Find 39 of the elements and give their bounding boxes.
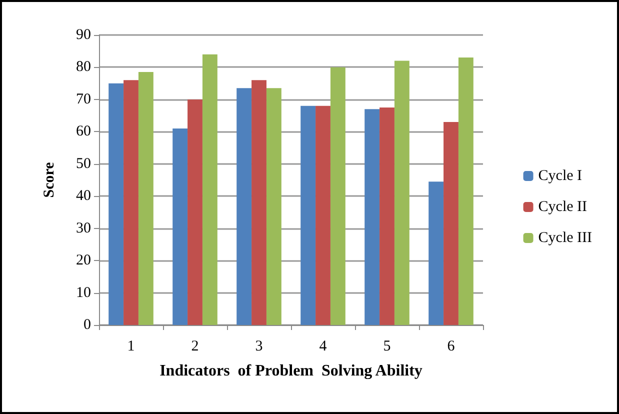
y-tick-label: 70	[76, 91, 91, 108]
bar	[202, 54, 218, 325]
bar	[428, 182, 444, 325]
legend-label: Cycle I	[538, 168, 582, 184]
legend-label: Cycle II	[538, 199, 588, 215]
legend-label: Cycle III	[538, 230, 592, 246]
bar	[330, 67, 346, 325]
y-tick-label: 50	[76, 156, 91, 172]
bar	[316, 106, 330, 325]
bar	[380, 108, 394, 325]
x-tick-label: 2	[191, 338, 199, 354]
bar	[252, 80, 266, 325]
y-axis-title: Score	[42, 162, 58, 198]
bar	[364, 109, 380, 325]
bar	[124, 80, 138, 325]
y-tick-label: 10	[76, 284, 91, 301]
y-tick-label: 0	[84, 317, 91, 333]
y-tick-label: 40	[76, 188, 91, 204]
x-axis-title: Indicators of Problem Solving Ability	[160, 362, 422, 380]
bar	[444, 122, 458, 325]
bar	[236, 88, 252, 325]
bar	[458, 58, 474, 325]
y-tick-label: 60	[76, 124, 91, 140]
y-tick-label: 90	[76, 27, 91, 43]
bar	[108, 83, 124, 325]
x-tick-label: 5	[383, 338, 391, 354]
x-tick-label: 3	[255, 338, 263, 354]
y-tick-label: 30	[76, 220, 91, 236]
y-tick-label: 20	[76, 252, 91, 269]
x-tick-label: 1	[127, 338, 135, 354]
bar	[266, 88, 282, 325]
x-tick-label: 6	[447, 338, 456, 354]
bar	[300, 106, 316, 325]
bar	[394, 60, 410, 325]
y-tick-label: 80	[76, 59, 91, 76]
bar	[138, 72, 154, 325]
bar	[188, 99, 202, 325]
x-tick-label: 4	[319, 338, 328, 354]
bar	[172, 128, 188, 325]
